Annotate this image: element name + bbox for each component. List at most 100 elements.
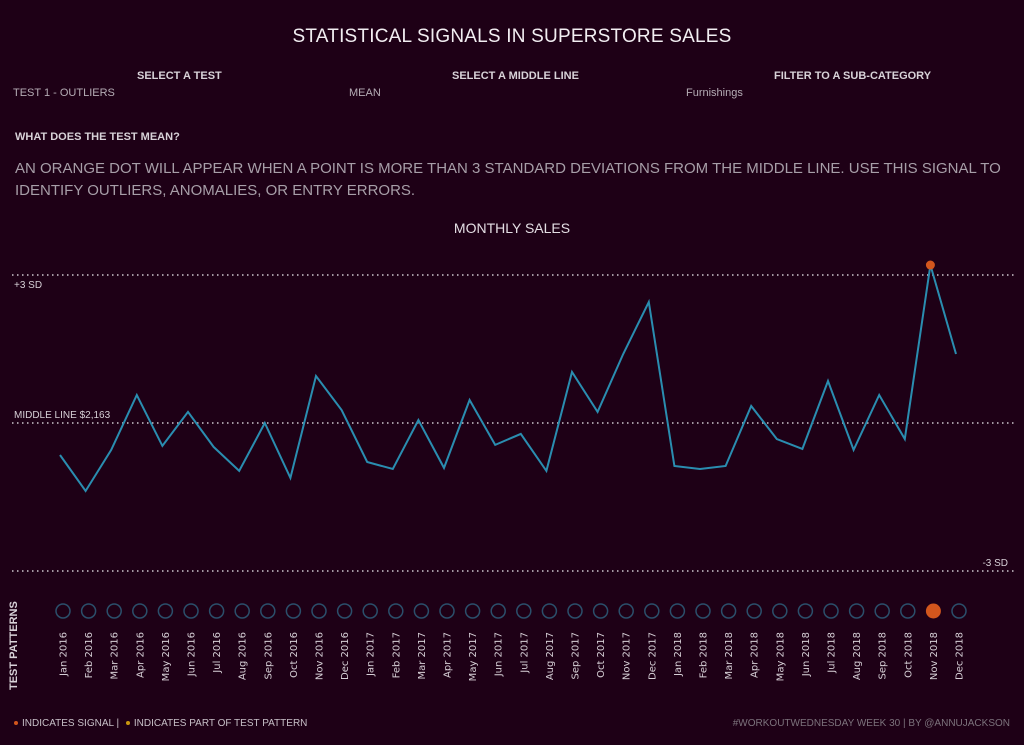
month-label: Feb 2018 — [699, 632, 710, 678]
monthly-sales-chart: +3 SD MIDDLE LINE $2,163 -3 SD — [12, 260, 1015, 572]
pattern-circle[interactable] — [311, 603, 327, 619]
pattern-circle[interactable] — [490, 603, 506, 619]
reference-label: +3 SD — [14, 280, 42, 291]
pattern-circle[interactable] — [797, 603, 814, 619]
month-label: Nov 2018 — [929, 632, 940, 680]
test-patterns-label: TEST PATTERNS — [8, 601, 20, 690]
pattern-circle[interactable] — [208, 603, 225, 619]
pattern-circle[interactable] — [132, 603, 148, 619]
pattern-circle[interactable] — [106, 603, 122, 619]
test-meaning-description: AN ORANGE DOT WILL APPEAR WHEN A POINT I… — [15, 160, 1001, 199]
pattern-circle[interactable] — [695, 603, 711, 619]
pattern-circle[interactable] — [567, 603, 583, 619]
pattern-circle[interactable] — [951, 603, 967, 619]
sub-category-filter-label: FILTER TO A SUB-CATEGORY — [774, 70, 932, 82]
month-label: Apr 2017 — [443, 632, 454, 678]
pattern-dot-icon — [125, 721, 130, 726]
reference-label: MIDDLE LINE $2,163 — [14, 410, 111, 421]
pattern-circle-signal[interactable] — [925, 603, 941, 619]
month-label: May 2017 — [468, 632, 479, 681]
month-label: Jan 2016 — [59, 632, 70, 677]
month-label: Apr 2018 — [750, 632, 761, 678]
month-label: Jan 2018 — [673, 632, 684, 677]
month-label: Dec 2017 — [647, 632, 658, 680]
credit-footer: #WORKOUTWEDNESDAY WEEK 30 | BY @ANNUJACK… — [732, 718, 1010, 729]
month-label: Jul 2017 — [519, 632, 530, 674]
pattern-circles — [55, 603, 967, 619]
pattern-circle[interactable] — [669, 603, 686, 619]
pattern-circle[interactable] — [516, 603, 532, 619]
pattern-circle[interactable] — [55, 603, 71, 619]
month-label: Oct 2016 — [289, 632, 300, 678]
pattern-circle[interactable] — [183, 603, 199, 619]
signal-dot-icon — [14, 721, 18, 726]
sales-line — [59, 264, 957, 493]
pattern-circle[interactable] — [848, 603, 865, 619]
pattern-circle[interactable] — [720, 603, 737, 619]
pattern-circle[interactable] — [644, 603, 660, 619]
pattern-circle[interactable] — [157, 603, 174, 619]
pattern-circle[interactable] — [541, 603, 558, 619]
month-label: Oct 2017 — [596, 632, 607, 678]
pattern-circle[interactable] — [336, 603, 353, 619]
pattern-circle[interactable] — [413, 603, 430, 619]
month-label: May 2016 — [161, 632, 172, 681]
pattern-circle[interactable] — [388, 603, 404, 619]
pattern-circle[interactable] — [80, 603, 97, 619]
select-test-label: SELECT A TEST — [137, 70, 222, 82]
pattern-circle[interactable] — [362, 603, 378, 619]
signal-points — [925, 260, 935, 270]
pattern-circle[interactable] — [464, 603, 481, 619]
pattern-circle[interactable] — [439, 603, 455, 619]
sub-category-filter-dropdown[interactable]: Furnishings — [686, 87, 743, 99]
month-label: Sep 2016 — [263, 632, 274, 679]
pattern-circle[interactable] — [772, 603, 788, 619]
legend-signal-text: INDICATES SIGNAL | — [22, 718, 120, 729]
month-label: Jun 2017 — [494, 632, 505, 677]
pattern-circle[interactable] — [874, 603, 890, 619]
month-label: Aug 2018 — [852, 632, 863, 680]
month-label: Mar 2016 — [110, 632, 121, 680]
month-label: Jan 2017 — [366, 632, 377, 677]
month-label: Sep 2018 — [878, 632, 889, 679]
test-patterns-strip: Jan 2016 Feb 2016 Mar 2016 Apr 2016 May 2016… — [55, 603, 967, 681]
month-label: Mar 2018 — [724, 632, 735, 680]
month-label: Dec 2018 — [955, 632, 966, 680]
pattern-circle[interactable] — [900, 603, 916, 619]
pattern-circle[interactable] — [746, 603, 762, 619]
signal-point[interactable] — [925, 260, 935, 270]
month-label: Jul 2016 — [212, 632, 223, 674]
reference-lines: +3 SD MIDDLE LINE $2,163 -3 SD — [12, 274, 1015, 572]
legend: INDICATES SIGNAL | INDICATES PART OF TES… — [14, 718, 307, 729]
pattern-circle[interactable] — [823, 603, 839, 619]
month-label: Jul 2018 — [827, 632, 838, 674]
month-label: Sep 2017 — [571, 632, 582, 679]
month-label: Apr 2016 — [135, 632, 146, 678]
chart-title: MONTHLY SALES — [453, 220, 571, 236]
legend-pattern-text: INDICATES PART OF TEST PATTERN — [133, 718, 308, 729]
pattern-circle[interactable] — [260, 603, 276, 619]
month-label: Aug 2017 — [545, 632, 556, 680]
select-middle-line-dropdown[interactable]: MEAN — [349, 87, 381, 99]
month-label: Nov 2016 — [315, 632, 326, 680]
pattern-circle[interactable] — [285, 603, 302, 619]
month-labels: Jan 2016 Feb 2016 Mar 2016 Apr 2016 May 2016… — [59, 632, 966, 681]
month-label: Mar 2017 — [417, 632, 428, 680]
reference-label: -3 SD — [982, 558, 1008, 569]
pattern-circle[interactable] — [234, 603, 250, 619]
select-test-dropdown[interactable]: TEST 1 - OUTLIERS — [13, 87, 115, 99]
month-label: Feb 2016 — [84, 632, 95, 678]
dashboard-title: STATISTICAL SIGNALS IN SUPERSTORE SALES — [292, 26, 732, 47]
month-label: Jun 2018 — [801, 632, 812, 677]
test-meaning-heading: WHAT DOES THE TEST MEAN? — [15, 131, 180, 143]
month-label: Jun 2016 — [187, 632, 198, 677]
month-label: Nov 2017 — [622, 632, 633, 680]
month-label: Oct 2018 — [903, 632, 914, 678]
pattern-circle[interactable] — [592, 603, 609, 619]
month-label: Dec 2016 — [340, 632, 351, 680]
select-middle-line-label: SELECT A MIDDLE LINE — [452, 70, 579, 82]
pattern-circle[interactable] — [618, 603, 634, 619]
month-label: Aug 2016 — [238, 632, 249, 680]
month-label: May 2018 — [775, 632, 786, 681]
sales-line-group — [59, 264, 957, 493]
